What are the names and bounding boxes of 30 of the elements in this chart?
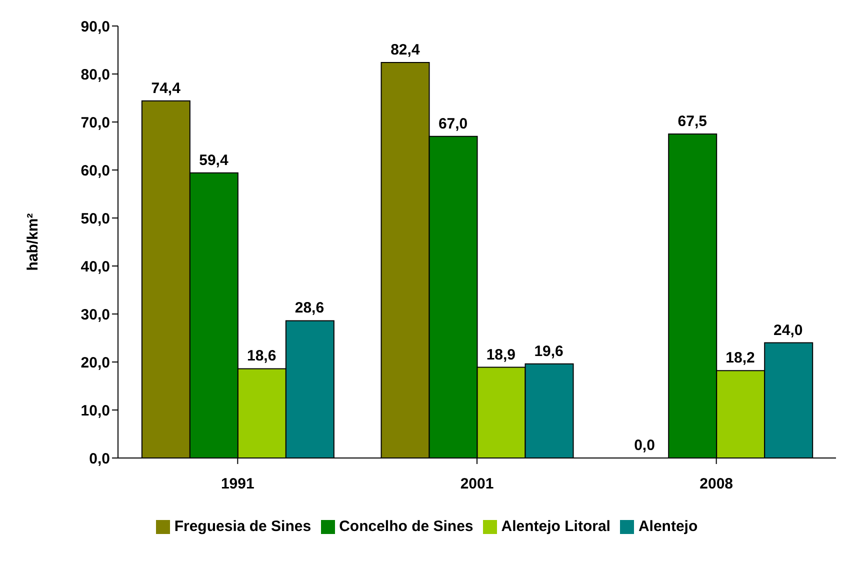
data-label: 18,2 (726, 350, 755, 367)
legend-label: Alentejo Litoral (501, 518, 610, 535)
y-tick-label: 50,0 (80, 210, 110, 228)
data-label: 74,4 (151, 80, 182, 97)
data-label: 19,6 (534, 342, 564, 360)
data-label: 59,4 (199, 152, 229, 169)
legend-label: Alentejo (638, 518, 698, 535)
legend-label: Concelho de Sines (339, 518, 474, 535)
y-tick-label: 20,0 (80, 354, 110, 372)
data-label: 18,9 (486, 346, 516, 364)
x-tick-label: 2008 (700, 476, 734, 493)
data-label: 67,5 (678, 113, 707, 130)
data-label: 82,4 (390, 41, 420, 58)
x-tick-label: 1991 (220, 476, 254, 493)
data-label: 24,0 (774, 322, 803, 339)
y-tick-label: 80,0 (80, 66, 110, 84)
y-tick-label: 40,0 (80, 258, 110, 276)
y-tick-label: 30,0 (80, 306, 110, 324)
y-tick-label: 0,0 (89, 450, 110, 468)
y-axis-title: hab/km² (24, 213, 42, 271)
y-tick-label: 90,0 (80, 18, 110, 36)
legend-label: Freguesia de Sines (174, 518, 312, 535)
y-tick-label: 10,0 (80, 402, 110, 420)
data-label: 0,0 (634, 437, 655, 454)
y-tick-label: 60,0 (80, 162, 110, 180)
data-label: 67,0 (438, 115, 468, 132)
y-tick-label: 70,0 (80, 114, 110, 132)
x-tick-label: 2001 (460, 476, 494, 493)
data-label: 18,6 (247, 348, 276, 365)
data-label: 28,6 (294, 300, 324, 317)
